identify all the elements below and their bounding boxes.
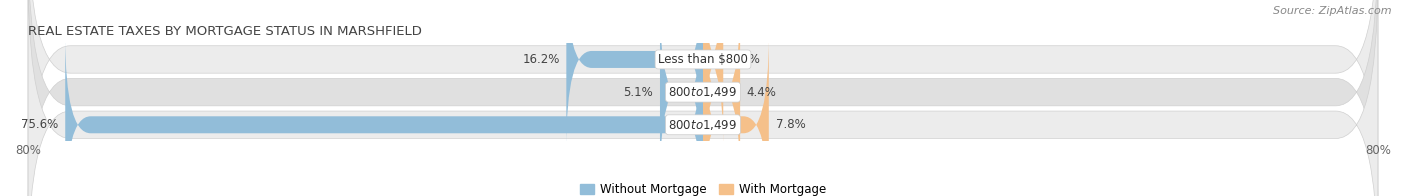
Text: 16.2%: 16.2% — [522, 53, 560, 66]
FancyBboxPatch shape — [697, 0, 728, 149]
FancyBboxPatch shape — [703, 35, 769, 196]
Text: 5.1%: 5.1% — [623, 86, 654, 99]
Text: 4.4%: 4.4% — [747, 86, 776, 99]
Text: 75.6%: 75.6% — [21, 118, 59, 131]
FancyBboxPatch shape — [703, 3, 740, 182]
Text: $800 to $1,499: $800 to $1,499 — [668, 118, 738, 132]
FancyBboxPatch shape — [567, 0, 703, 149]
FancyBboxPatch shape — [659, 3, 703, 182]
Legend: Without Mortgage, With Mortgage: Without Mortgage, With Mortgage — [581, 183, 825, 196]
Text: Source: ZipAtlas.com: Source: ZipAtlas.com — [1274, 6, 1392, 16]
Text: 7.8%: 7.8% — [776, 118, 806, 131]
FancyBboxPatch shape — [28, 0, 1378, 196]
Text: REAL ESTATE TAXES BY MORTGAGE STATUS IN MARSHFIELD: REAL ESTATE TAXES BY MORTGAGE STATUS IN … — [28, 25, 422, 38]
FancyBboxPatch shape — [28, 0, 1378, 196]
FancyBboxPatch shape — [28, 0, 1378, 196]
Text: $800 to $1,499: $800 to $1,499 — [668, 85, 738, 99]
FancyBboxPatch shape — [65, 35, 703, 196]
Text: 2.4%: 2.4% — [730, 53, 759, 66]
Text: Less than $800: Less than $800 — [658, 53, 748, 66]
